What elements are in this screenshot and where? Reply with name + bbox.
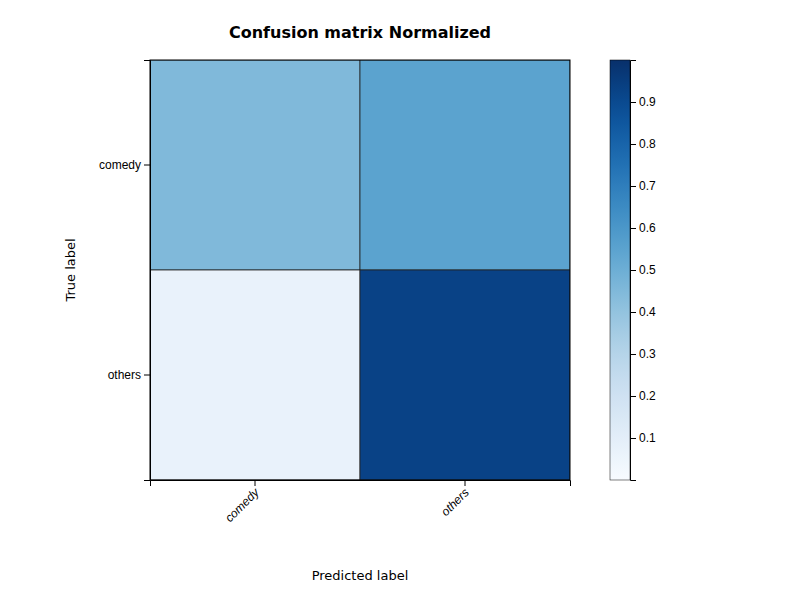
cell: [150, 60, 360, 270]
tick-mark: [144, 375, 150, 376]
tick-mark: [630, 144, 636, 145]
tick-label: 0.5: [639, 263, 656, 277]
tick: 0.5: [630, 263, 656, 277]
x-axis: comedy others: [151, 480, 571, 525]
tick: others: [108, 368, 150, 382]
tick: 0.8: [630, 137, 656, 151]
tick-label: 0.2: [639, 389, 656, 403]
x-axis-title: Predicted label: [312, 568, 409, 583]
tick-mark: [630, 396, 636, 397]
tick-mark: [630, 186, 636, 187]
tick-label: 0.9: [639, 95, 656, 109]
tick-label: comedy: [99, 158, 141, 172]
title: Confusion matrix Normalized: [229, 23, 491, 42]
tick-label: 0.3: [639, 347, 656, 361]
tick: 0.4: [630, 305, 656, 319]
tick-mark: [630, 438, 636, 439]
cells: [150, 60, 570, 480]
cell: [360, 270, 570, 480]
tick: comedy: [222, 480, 262, 525]
cell: [360, 60, 570, 270]
tick-mark: [465, 480, 466, 486]
chart: comedyotherscomedyothers0.10.20.30.40.50…: [0, 0, 800, 600]
tick: 0.2: [630, 389, 656, 403]
tick-label: 0.7: [639, 179, 656, 193]
tick-mark: [144, 165, 150, 166]
cell: [150, 270, 360, 480]
tick-label: others: [438, 485, 471, 518]
tick: comedy: [99, 158, 150, 172]
tick: others: [438, 480, 471, 519]
tick-mark: [255, 480, 256, 486]
tick-label: others: [108, 368, 141, 382]
tick-label: 0.4: [639, 305, 656, 319]
y-axis-title: True label: [63, 238, 78, 302]
tick: 0.6: [630, 221, 656, 235]
tick-label: 0.6: [639, 221, 656, 235]
plot-frame: [150, 60, 570, 480]
tick-mark: [630, 102, 636, 103]
colorbar-axis: 0.1 0.2 0.3 0.4 0.5 0.6 0.7 0.8 0.9: [630, 61, 656, 481]
tick: 0.7: [630, 179, 656, 193]
tick-mark: [630, 354, 636, 355]
colorbar: [610, 60, 630, 480]
axis-line: [631, 61, 637, 481]
tick-label: 0.1: [639, 431, 656, 445]
tick: 0.9: [630, 95, 656, 109]
tick-mark: [630, 228, 636, 229]
y-axis: comedy others: [99, 61, 151, 481]
tick-mark: [630, 312, 636, 313]
tick-label: 0.8: [639, 137, 656, 151]
tick: 0.3: [630, 347, 656, 361]
tick-label: comedy: [222, 485, 262, 525]
tick: 0.1: [630, 431, 656, 445]
tick-mark: [630, 270, 636, 271]
axis-line: [151, 481, 571, 487]
